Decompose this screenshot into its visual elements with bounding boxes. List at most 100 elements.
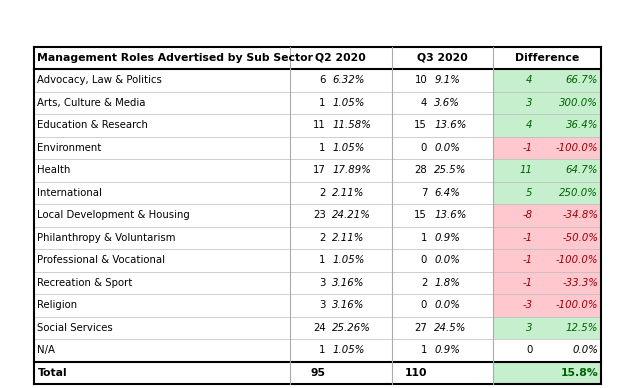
Text: 24: 24 [313,323,326,333]
Text: 28: 28 [414,165,427,175]
Text: 6.32%: 6.32% [333,75,364,85]
Text: -100.0%: -100.0% [556,300,598,310]
Text: Local Development & Housing: Local Development & Housing [37,210,190,220]
FancyBboxPatch shape [493,182,601,204]
Text: 1.05%: 1.05% [333,143,364,153]
Text: 10: 10 [414,75,427,85]
FancyBboxPatch shape [493,114,601,137]
Text: N/A: N/A [37,345,55,355]
Text: 2.11%: 2.11% [333,188,364,198]
Text: 0: 0 [421,255,427,265]
FancyBboxPatch shape [493,249,601,272]
Text: 1: 1 [319,98,326,108]
Text: 17: 17 [313,165,326,175]
Text: 7: 7 [421,188,427,198]
Text: 27: 27 [414,323,427,333]
Text: -33.3%: -33.3% [562,278,598,288]
Text: 4: 4 [526,75,533,85]
Text: -3: -3 [522,300,533,310]
Text: -50.0%: -50.0% [562,233,598,243]
Text: 4: 4 [421,98,427,108]
Text: Health: Health [37,165,71,175]
Text: 15: 15 [414,210,427,220]
Text: -1: -1 [522,233,533,243]
Text: 1.05%: 1.05% [333,255,364,265]
Text: 17.89%: 17.89% [333,165,371,175]
Text: 2: 2 [421,278,427,288]
Text: 3: 3 [319,278,326,288]
Text: 95: 95 [310,368,326,378]
Text: 1: 1 [421,345,427,355]
Text: International: International [37,188,102,198]
Text: 1.05%: 1.05% [333,345,364,355]
FancyBboxPatch shape [493,92,601,114]
Text: 1: 1 [319,143,326,153]
Text: 2.11%: 2.11% [333,233,364,243]
FancyBboxPatch shape [493,339,601,362]
Text: 23: 23 [313,210,326,220]
Text: 11.58%: 11.58% [333,120,371,130]
Text: 25.26%: 25.26% [333,323,371,333]
Text: 3: 3 [319,300,326,310]
Text: -8: -8 [522,210,533,220]
FancyBboxPatch shape [493,69,601,92]
Text: 3.16%: 3.16% [333,278,364,288]
FancyBboxPatch shape [493,159,601,182]
Text: 0: 0 [526,345,533,355]
Text: -1: -1 [522,278,533,288]
Text: 3: 3 [526,323,533,333]
Text: 15.8%: 15.8% [560,368,598,378]
Text: 0.0%: 0.0% [434,300,460,310]
Text: Recreation & Sport: Recreation & Sport [37,278,133,288]
Text: Philanthropy & Voluntarism: Philanthropy & Voluntarism [37,233,176,243]
Text: 66.7%: 66.7% [566,75,598,85]
Text: Social Services: Social Services [37,323,113,333]
Text: 1: 1 [421,233,427,243]
Text: 3: 3 [526,98,533,108]
Text: 0.0%: 0.0% [434,255,460,265]
Text: 1: 1 [319,345,326,355]
Text: Education & Research: Education & Research [37,120,148,130]
Text: 0.9%: 0.9% [434,345,460,355]
Text: 2: 2 [319,188,326,198]
Text: 25.5%: 25.5% [434,165,467,175]
Text: 64.7%: 64.7% [566,165,598,175]
Text: 0: 0 [421,300,427,310]
Text: -100.0%: -100.0% [556,255,598,265]
Text: Arts, Culture & Media: Arts, Culture & Media [37,98,146,108]
Text: -1: -1 [522,143,533,153]
Text: 0.9%: 0.9% [434,233,460,243]
Text: Religion: Religion [37,300,77,310]
Text: 110: 110 [405,368,427,378]
Text: 15: 15 [414,120,427,130]
FancyBboxPatch shape [493,294,601,317]
Text: -34.8%: -34.8% [562,210,598,220]
Text: 24.21%: 24.21% [333,210,371,220]
FancyBboxPatch shape [493,362,601,384]
Text: 1: 1 [319,255,326,265]
Text: 0.0%: 0.0% [434,143,460,153]
Text: 5: 5 [526,188,533,198]
Text: 250.0%: 250.0% [559,188,598,198]
FancyBboxPatch shape [493,227,601,249]
Text: 4: 4 [526,120,533,130]
FancyBboxPatch shape [34,47,601,384]
Text: -100.0%: -100.0% [556,143,598,153]
Text: 11: 11 [313,120,326,130]
Text: Q2 2020: Q2 2020 [315,53,366,63]
Text: Management Roles Advertised by Sub Sector: Management Roles Advertised by Sub Secto… [37,53,313,63]
Text: 13.6%: 13.6% [434,210,467,220]
Text: 1.8%: 1.8% [434,278,460,288]
Text: 1.05%: 1.05% [333,98,364,108]
Text: 0.0%: 0.0% [572,345,598,355]
Text: Advocacy, Law & Politics: Advocacy, Law & Politics [37,75,162,85]
Text: 0: 0 [421,143,427,153]
Text: Total: Total [37,368,67,378]
FancyBboxPatch shape [493,204,601,227]
Text: 6: 6 [319,75,326,85]
Text: -1: -1 [522,255,533,265]
Text: 2: 2 [319,233,326,243]
Text: 13.6%: 13.6% [434,120,467,130]
FancyBboxPatch shape [493,272,601,294]
Text: 3.16%: 3.16% [333,300,364,310]
